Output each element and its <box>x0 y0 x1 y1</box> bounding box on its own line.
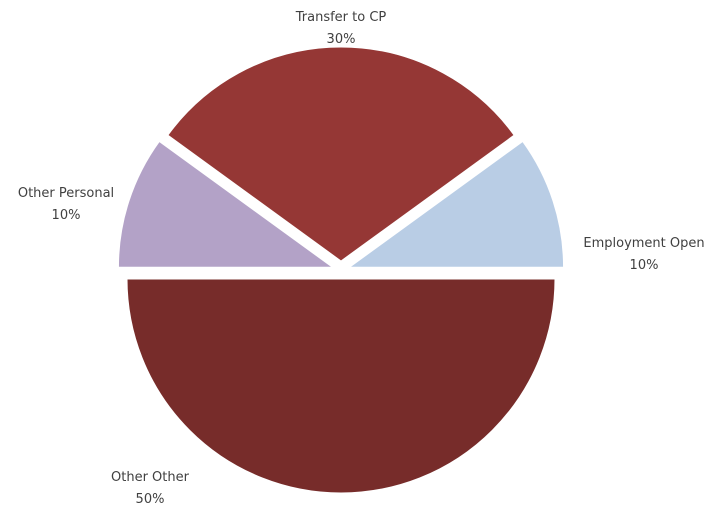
slice-percent-other-other: 50% <box>136 492 165 507</box>
slices-layer <box>117 46 565 494</box>
labels-layer: Transfer to CP 30% Employment Open 10% Other… <box>18 10 705 507</box>
slice-label-other-personal: Other Personal <box>18 186 114 201</box>
slice-label-other-other: Other Other <box>111 470 190 485</box>
slice-percent-transfer-to-cp: 30% <box>327 32 356 47</box>
pie-slice-other-other <box>126 278 556 494</box>
pie-slice-other-personal <box>117 140 334 268</box>
slice-percent-other-personal: 10% <box>52 208 81 223</box>
slice-percent-employment-open: 10% <box>630 258 659 273</box>
pie-slice-employment-open <box>348 140 565 268</box>
pie-slice-transfer-to-cp <box>167 46 515 262</box>
slice-label-employment-open: Employment Open <box>583 236 704 251</box>
slice-label-transfer-to-cp: Transfer to CP <box>295 10 387 25</box>
